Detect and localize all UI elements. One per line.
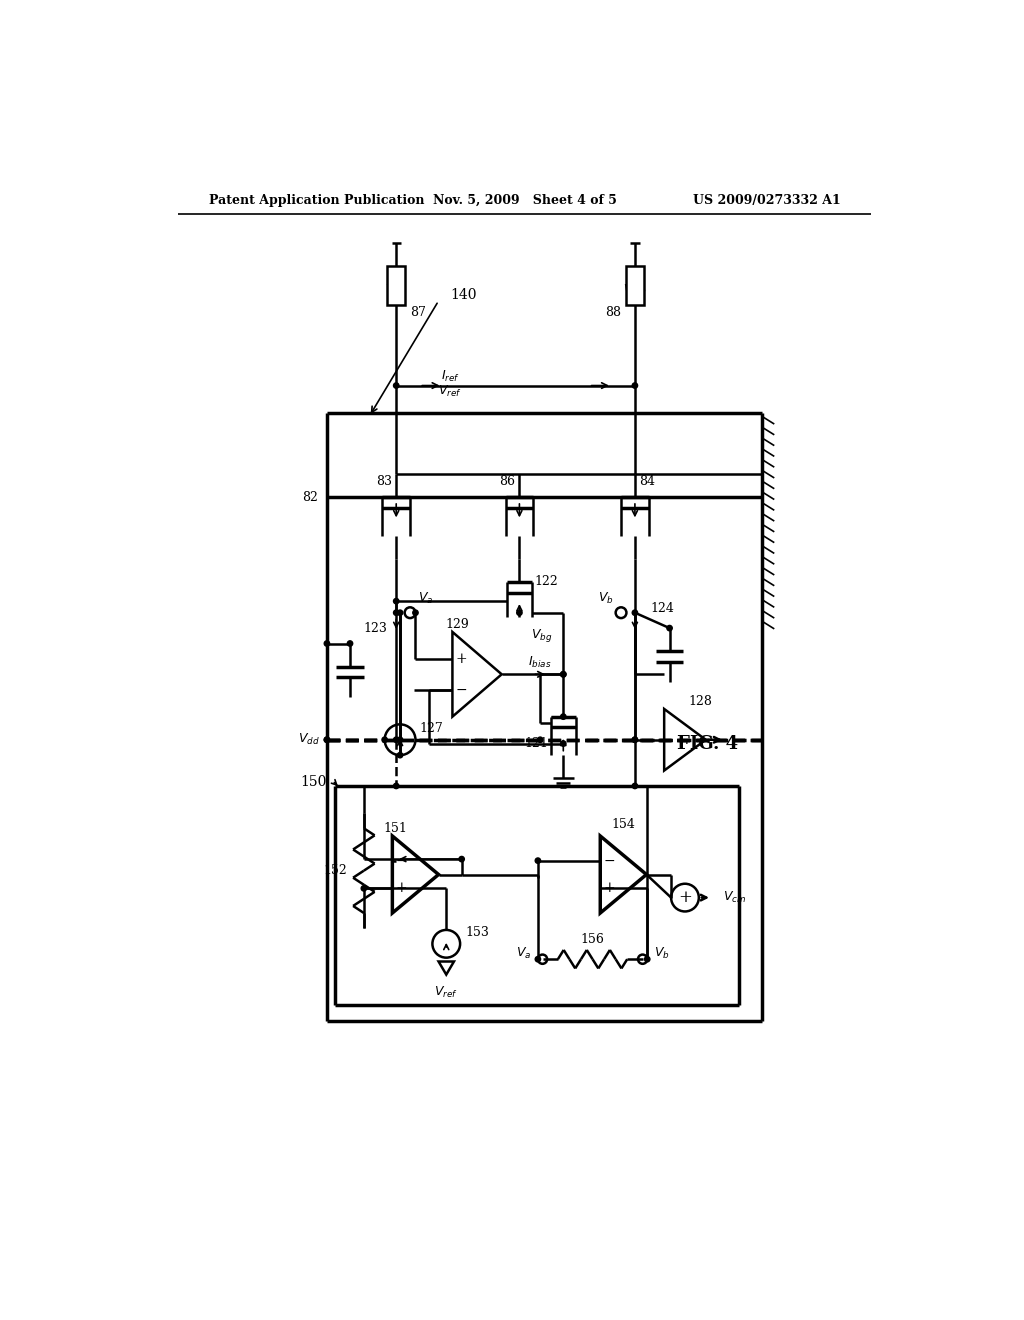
Text: $I_{ref}$: $I_{ref}$ xyxy=(440,368,460,384)
Circle shape xyxy=(382,737,387,742)
Text: 127: 127 xyxy=(419,722,443,735)
Text: 121: 121 xyxy=(524,737,548,750)
Circle shape xyxy=(393,737,399,742)
Circle shape xyxy=(361,886,367,891)
Text: 87: 87 xyxy=(410,306,426,319)
Text: 153: 153 xyxy=(466,925,489,939)
Text: −: − xyxy=(396,854,408,867)
Text: $V_b$: $V_b$ xyxy=(598,591,613,606)
Circle shape xyxy=(560,714,566,719)
Text: 156: 156 xyxy=(581,933,604,946)
Text: +: + xyxy=(396,882,408,895)
FancyBboxPatch shape xyxy=(387,267,406,305)
Text: US 2009/0273332 A1: US 2009/0273332 A1 xyxy=(693,194,841,207)
Circle shape xyxy=(397,737,402,742)
Text: 151: 151 xyxy=(383,822,407,834)
Text: 124: 124 xyxy=(650,602,674,615)
Text: FIG. 4: FIG. 4 xyxy=(678,735,738,752)
Circle shape xyxy=(632,383,638,388)
Text: −: − xyxy=(456,682,468,697)
Text: 122: 122 xyxy=(535,576,558,589)
Text: $V_{reft}$: $V_{reft}$ xyxy=(385,282,408,296)
Circle shape xyxy=(347,640,352,647)
Text: 150: 150 xyxy=(300,775,327,789)
Circle shape xyxy=(397,610,402,615)
Circle shape xyxy=(517,610,522,615)
Text: +: + xyxy=(678,890,692,906)
Circle shape xyxy=(667,626,672,631)
Circle shape xyxy=(632,783,638,788)
Circle shape xyxy=(560,672,566,677)
Text: $V_a$: $V_a$ xyxy=(516,945,531,961)
Circle shape xyxy=(325,640,330,647)
Circle shape xyxy=(459,857,464,862)
Circle shape xyxy=(393,610,399,615)
Circle shape xyxy=(397,752,402,758)
Text: $V_{refb}$: $V_{refb}$ xyxy=(624,282,646,296)
Text: 82: 82 xyxy=(302,491,317,504)
Text: 154: 154 xyxy=(611,818,636,832)
Text: $V_{bg}$: $V_{bg}$ xyxy=(531,627,552,644)
Circle shape xyxy=(644,957,650,962)
Circle shape xyxy=(536,957,541,962)
Circle shape xyxy=(632,737,638,742)
Text: 152: 152 xyxy=(324,865,347,878)
Text: +: + xyxy=(604,882,615,895)
Text: 88: 88 xyxy=(605,306,621,319)
Text: −: − xyxy=(604,854,615,867)
Text: 123: 123 xyxy=(364,622,387,635)
Text: 84: 84 xyxy=(639,475,654,488)
Text: 129: 129 xyxy=(445,618,469,631)
Text: $V_{dd}$: $V_{dd}$ xyxy=(298,733,319,747)
Text: $V_{ref}$: $V_{ref}$ xyxy=(438,384,462,399)
Circle shape xyxy=(325,737,330,742)
Text: 83: 83 xyxy=(377,475,392,488)
FancyBboxPatch shape xyxy=(626,267,644,305)
Text: $V_a$: $V_a$ xyxy=(418,591,433,606)
Text: 128: 128 xyxy=(689,694,713,708)
Text: Patent Application Publication: Patent Application Publication xyxy=(209,194,425,207)
Circle shape xyxy=(393,383,399,388)
Circle shape xyxy=(560,741,566,746)
Circle shape xyxy=(538,737,543,742)
Text: $V_{cm}$: $V_{cm}$ xyxy=(724,890,746,906)
Circle shape xyxy=(536,858,541,863)
Text: Nov. 5, 2009   Sheet 4 of 5: Nov. 5, 2009 Sheet 4 of 5 xyxy=(433,194,616,207)
Text: 140: 140 xyxy=(451,289,476,302)
Text: $V_{ref}$: $V_{ref}$ xyxy=(434,985,458,999)
Text: 86: 86 xyxy=(500,475,515,488)
Text: +: + xyxy=(456,652,468,665)
Circle shape xyxy=(393,598,399,603)
Circle shape xyxy=(632,610,638,615)
Circle shape xyxy=(632,737,638,742)
Text: $V_b$: $V_b$ xyxy=(654,945,670,961)
Circle shape xyxy=(413,610,418,615)
Circle shape xyxy=(325,737,330,742)
Circle shape xyxy=(560,672,566,677)
Text: $I_{bias}$: $I_{bias}$ xyxy=(528,655,552,671)
Circle shape xyxy=(393,783,399,788)
